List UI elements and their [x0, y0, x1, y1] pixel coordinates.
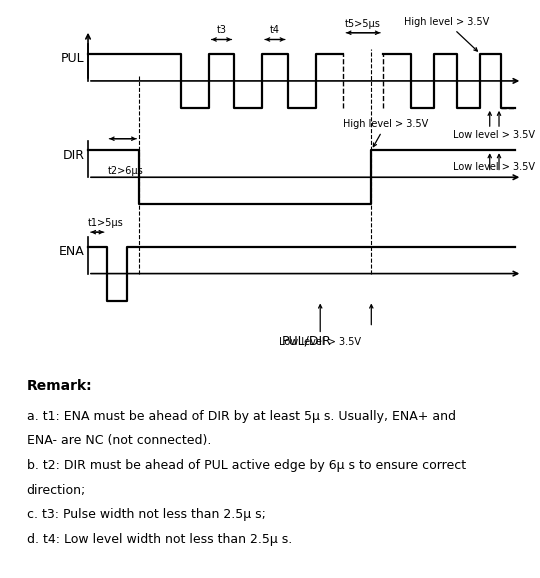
Text: ENA: ENA	[58, 245, 84, 258]
Text: t5>5μs: t5>5μs	[345, 19, 381, 29]
Text: t4: t4	[270, 25, 280, 35]
Text: High level > 3.5V: High level > 3.5V	[343, 119, 429, 147]
Text: ENA- are NC (not connected).: ENA- are NC (not connected).	[26, 435, 211, 447]
Text: Remark:: Remark:	[26, 379, 92, 393]
Text: t3: t3	[217, 25, 227, 35]
Text: c. t3: Pulse width not less than 2.5μ s;: c. t3: Pulse width not less than 2.5μ s;	[26, 508, 266, 521]
Text: d. t4: Low level width not less than 2.5μ s.: d. t4: Low level width not less than 2.5…	[26, 533, 292, 546]
Text: Low level > 3.5V: Low level > 3.5V	[279, 305, 361, 347]
Text: direction;: direction;	[26, 484, 86, 497]
Text: t1>5μs: t1>5μs	[88, 218, 124, 228]
Text: PUL: PUL	[60, 52, 84, 65]
Text: b. t2: DIR must be ahead of PUL active edge by 6μ s to ensure correct: b. t2: DIR must be ahead of PUL active e…	[26, 459, 466, 472]
Text: PUL/DIR: PUL/DIR	[281, 335, 331, 347]
Text: High level > 3.5V: High level > 3.5V	[404, 17, 489, 51]
Text: Low level > 3.5V: Low level > 3.5V	[454, 162, 535, 172]
Text: a. t1: ENA must be ahead of DIR by at least 5μ s. Usually, ENA+ and: a. t1: ENA must be ahead of DIR by at le…	[26, 410, 456, 423]
Text: DIR: DIR	[62, 149, 84, 162]
Text: t2>6μs: t2>6μs	[107, 166, 143, 176]
Text: Low level > 3.5V: Low level > 3.5V	[454, 130, 535, 140]
